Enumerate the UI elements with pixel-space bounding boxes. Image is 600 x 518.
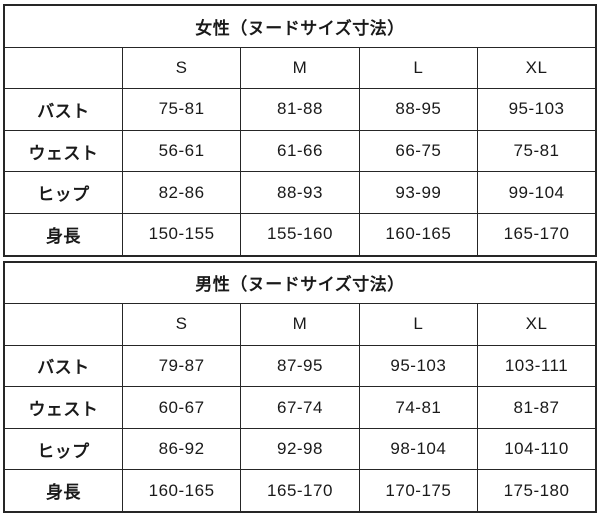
size-value-cell: 104-110	[477, 427, 597, 471]
size-value-cell: 93-99	[358, 171, 479, 214]
table-row: バスト 75-81 81-88 88-95 95-103	[3, 88, 597, 131]
measurement-label-height: 身長	[3, 469, 123, 513]
measurement-label-height: 身長	[3, 212, 123, 257]
size-value-cell: 95-103	[477, 88, 597, 131]
table-row: S M L XL	[3, 303, 597, 346]
size-value-cell: 155-160	[240, 212, 360, 257]
size-value-cell: 67-74	[240, 386, 360, 429]
measurement-label-bust: バスト	[3, 88, 123, 131]
size-column-header-m: M	[240, 303, 360, 346]
measurement-label-bust: バスト	[3, 344, 123, 388]
mens-section-title: 男性（ヌードサイズ寸法）	[3, 260, 597, 305]
size-value-cell: 87-95	[240, 344, 360, 388]
size-column-header-s: S	[121, 303, 242, 346]
size-column-header-m: M	[240, 46, 360, 90]
size-value-cell: 86-92	[121, 427, 242, 471]
table-row: バスト 79-87 87-95 95-103 103-111	[3, 344, 597, 388]
size-column-header-l: L	[358, 46, 479, 90]
size-value-cell: 98-104	[358, 427, 479, 471]
size-column-header-s: S	[121, 46, 242, 90]
corner-cell	[3, 303, 123, 346]
table-row: 女性（ヌードサイズ寸法）	[3, 4, 597, 48]
size-value-cell: 88-93	[240, 171, 360, 214]
size-value-cell: 74-81	[358, 386, 479, 429]
size-value-cell: 75-81	[121, 88, 242, 131]
table-row: 男性（ヌードサイズ寸法）	[3, 260, 597, 305]
size-value-cell: 82-86	[121, 171, 242, 214]
measurement-label-waist: ウェスト	[3, 129, 123, 173]
mens-size-table: 男性（ヌードサイズ寸法） S M L XL バスト 79-87 87-95 95…	[3, 260, 597, 513]
size-value-cell: 81-88	[240, 88, 360, 131]
measurement-label-hip: ヒップ	[3, 427, 123, 471]
size-column-header-xl: XL	[477, 303, 597, 346]
size-value-cell: 99-104	[477, 171, 597, 214]
size-value-cell: 165-170	[240, 469, 360, 513]
table-row: ウェスト 56-61 61-66 66-75 75-81	[3, 129, 597, 173]
size-value-cell: 175-180	[477, 469, 597, 513]
size-value-cell: 79-87	[121, 344, 242, 388]
table-row: ヒップ 86-92 92-98 98-104 104-110	[3, 427, 597, 471]
size-value-cell: 81-87	[477, 386, 597, 429]
size-value-cell: 56-61	[121, 129, 242, 173]
table-row: ウェスト 60-67 67-74 74-81 81-87	[3, 386, 597, 429]
table-row: 身長 150-155 155-160 160-165 165-170	[3, 212, 597, 257]
table-row: 身長 160-165 165-170 170-175 175-180	[3, 469, 597, 513]
size-value-cell: 66-75	[358, 129, 479, 173]
size-value-cell: 160-165	[358, 212, 479, 257]
womens-size-table: 女性（ヌードサイズ寸法） S M L XL バスト 75-81 81-88 88…	[3, 4, 597, 257]
size-value-cell: 150-155	[121, 212, 242, 257]
size-value-cell: 165-170	[477, 212, 597, 257]
size-value-cell: 61-66	[240, 129, 360, 173]
corner-cell	[3, 46, 123, 90]
size-column-header-xl: XL	[477, 46, 597, 90]
womens-section-title: 女性（ヌードサイズ寸法）	[3, 4, 597, 48]
size-value-cell: 95-103	[358, 344, 479, 388]
size-value-cell: 170-175	[358, 469, 479, 513]
size-value-cell: 88-95	[358, 88, 479, 131]
table-row: ヒップ 82-86 88-93 93-99 99-104	[3, 171, 597, 214]
size-value-cell: 160-165	[121, 469, 242, 513]
size-value-cell: 60-67	[121, 386, 242, 429]
size-value-cell: 103-111	[477, 344, 597, 388]
size-value-cell: 92-98	[240, 427, 360, 471]
size-column-header-l: L	[358, 303, 479, 346]
size-value-cell: 75-81	[477, 129, 597, 173]
measurement-label-waist: ウェスト	[3, 386, 123, 429]
measurement-label-hip: ヒップ	[3, 171, 123, 214]
table-row: S M L XL	[3, 46, 597, 90]
